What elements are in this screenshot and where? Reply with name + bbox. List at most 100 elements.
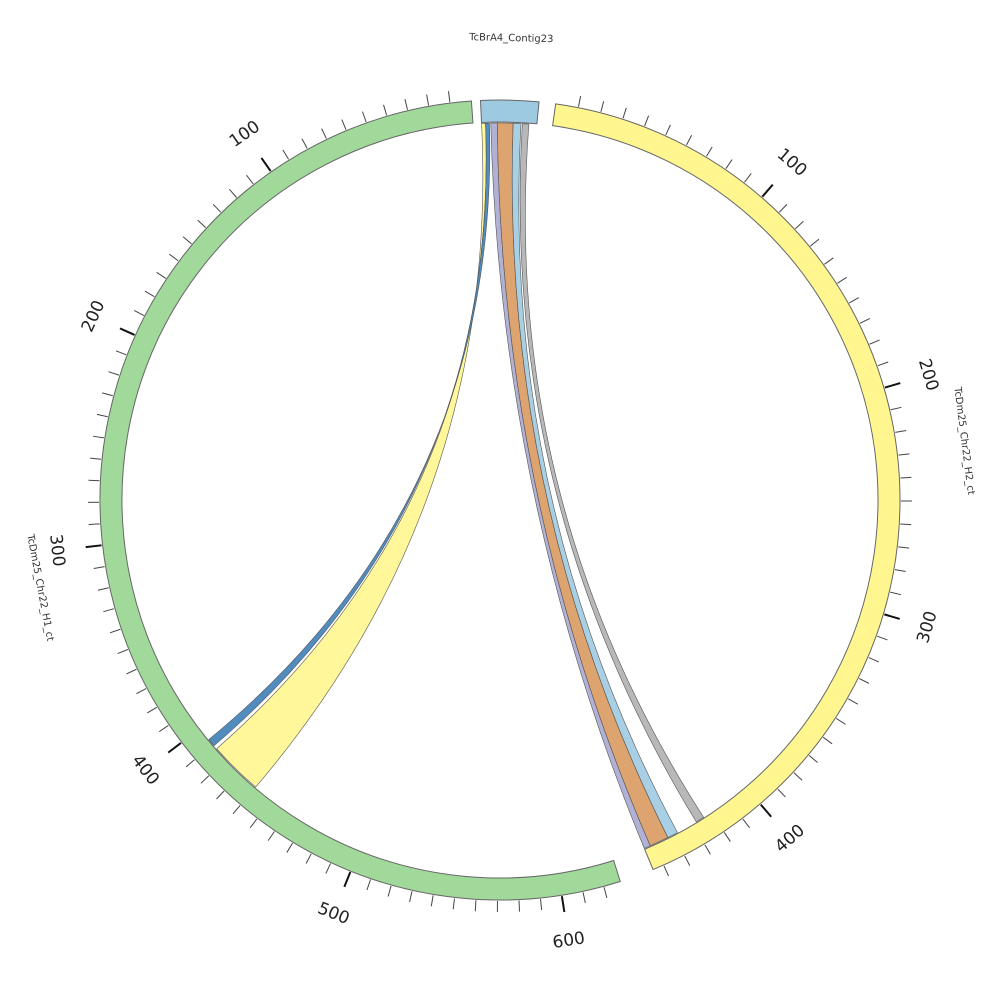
minor-tick-h2 bbox=[665, 124, 671, 136]
minor-tick-h1 bbox=[115, 350, 127, 356]
segment-label-contig: TcBrA4_Contig23 bbox=[468, 32, 554, 45]
links-layer bbox=[208, 122, 705, 849]
minor-tick-h2 bbox=[808, 755, 818, 763]
minor-tick-h2 bbox=[900, 476, 912, 479]
minor-tick-h1 bbox=[426, 94, 430, 106]
tick-label-h2-300: 300 bbox=[913, 609, 941, 646]
tick-label-h1-100: 100 bbox=[226, 117, 264, 152]
segments-layer bbox=[99, 99, 901, 901]
minor-tick-h1 bbox=[88, 523, 100, 525]
minor-tick-h2 bbox=[877, 361, 889, 367]
minor-tick-h2 bbox=[777, 788, 786, 798]
minor-tick-h1 bbox=[133, 310, 145, 316]
minor-tick-h1 bbox=[301, 138, 308, 149]
minor-tick-h1 bbox=[108, 371, 120, 376]
minor-tick-h1 bbox=[267, 831, 275, 841]
minor-tick-h1 bbox=[97, 587, 109, 591]
minor-tick-h1 bbox=[103, 608, 115, 613]
major-tick-h2-300 bbox=[884, 613, 900, 620]
minor-tick-h1 bbox=[305, 853, 312, 864]
minor-tick-h1 bbox=[518, 900, 521, 912]
minor-tick-h1 bbox=[229, 188, 238, 198]
minor-tick-h2 bbox=[704, 844, 711, 855]
minor-tick-h2 bbox=[890, 406, 902, 411]
minor-tick-h1 bbox=[383, 104, 388, 116]
minor-tick-h1 bbox=[144, 290, 155, 298]
link-contig-to-h1-yellow bbox=[216, 122, 487, 788]
minor-tick-h1 bbox=[286, 842, 293, 853]
tick-label-h1-200: 200 bbox=[78, 298, 110, 336]
minor-tick-h2 bbox=[778, 204, 788, 213]
minor-tick-h2 bbox=[848, 698, 859, 705]
minor-tick-h1 bbox=[404, 98, 408, 110]
minor-tick-h1 bbox=[109, 628, 121, 634]
minor-tick-h2 bbox=[876, 635, 888, 641]
major-tick-h2-200 bbox=[884, 382, 901, 389]
minor-tick-h1 bbox=[362, 111, 367, 123]
minor-tick-h1 bbox=[409, 891, 413, 903]
minor-tick-h1 bbox=[182, 236, 192, 245]
minor-tick-h2 bbox=[869, 339, 880, 345]
segment-h2 bbox=[552, 103, 901, 871]
minor-tick-h1 bbox=[448, 91, 451, 103]
minor-tick-h2 bbox=[810, 238, 820, 247]
minor-tick-h1 bbox=[117, 649, 129, 655]
segment-contig bbox=[479, 99, 540, 125]
minor-tick-h2 bbox=[890, 591, 902, 596]
major-tick-h1-500 bbox=[343, 871, 352, 888]
minor-tick-h2 bbox=[684, 855, 691, 866]
link-contig-to-h2-gray bbox=[519, 123, 705, 823]
major-tick-h2-100 bbox=[761, 183, 774, 198]
minor-tick-h1 bbox=[185, 759, 195, 768]
minor-tick-h1 bbox=[136, 688, 147, 695]
minor-tick-h2 bbox=[622, 107, 627, 119]
segment-h1 bbox=[99, 100, 621, 901]
minor-tick-h2 bbox=[744, 173, 752, 183]
minor-tick-h2 bbox=[706, 146, 713, 157]
minor-tick-h1 bbox=[246, 174, 254, 185]
minor-tick-h2 bbox=[858, 678, 870, 684]
minor-tick-h1 bbox=[540, 898, 543, 910]
minor-tick-h2 bbox=[900, 523, 912, 526]
minor-tick-h1 bbox=[603, 887, 608, 899]
minor-tick-h2 bbox=[868, 657, 880, 663]
major-tick-h1-600 bbox=[560, 896, 566, 913]
major-tick-h1-200 bbox=[119, 327, 135, 336]
minor-tick-h2 bbox=[794, 220, 804, 230]
minor-tick-h2 bbox=[849, 297, 860, 304]
minor-tick-h2 bbox=[600, 101, 605, 113]
minor-tick-h2 bbox=[686, 135, 693, 146]
minor-tick-h1 bbox=[90, 457, 102, 460]
minor-tick-h2 bbox=[836, 717, 846, 725]
minor-tick-h2 bbox=[644, 115, 650, 127]
minor-tick-h2 bbox=[894, 569, 906, 573]
minor-tick-h2 bbox=[837, 276, 847, 284]
minor-tick-h2 bbox=[895, 429, 907, 433]
tick-label-h2-400: 400 bbox=[771, 821, 809, 857]
minor-tick-h1 bbox=[156, 271, 167, 279]
major-tick-h1-400 bbox=[167, 742, 182, 754]
segment-label-h2: TcDm25_Chr22_H2_ct bbox=[951, 385, 976, 495]
major-tick-h1-300 bbox=[85, 544, 102, 549]
minor-tick-h1 bbox=[452, 898, 455, 910]
tick-label-h1-400: 400 bbox=[127, 751, 163, 789]
minor-tick-h1 bbox=[387, 885, 392, 897]
minor-tick-h1 bbox=[212, 203, 222, 213]
minor-tick-h1 bbox=[474, 900, 477, 912]
minor-tick-h2 bbox=[822, 736, 833, 745]
minor-tick-h2 bbox=[859, 318, 871, 324]
minor-tick-h2 bbox=[742, 818, 750, 829]
minor-tick-h1 bbox=[200, 775, 210, 784]
minor-tick-h1 bbox=[216, 790, 225, 800]
major-tick-h1-100 bbox=[260, 157, 272, 172]
minor-tick-h1 bbox=[126, 668, 137, 675]
minor-tick-h1 bbox=[158, 725, 169, 733]
minor-tick-h1 bbox=[321, 128, 327, 139]
minor-tick-h2 bbox=[898, 546, 910, 549]
ticks-layer bbox=[85, 91, 913, 913]
minor-tick-h1 bbox=[249, 818, 258, 828]
minor-tick-h2 bbox=[824, 257, 834, 265]
minor-tick-h2 bbox=[663, 865, 669, 877]
link-contig-to-h2-lightblue bbox=[511, 122, 678, 838]
